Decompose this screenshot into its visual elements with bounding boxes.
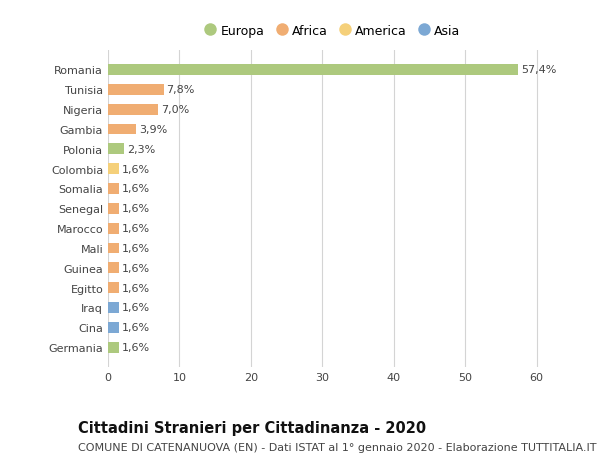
Bar <box>108 105 158 115</box>
Text: 1,6%: 1,6% <box>122 263 151 273</box>
Bar <box>108 342 119 353</box>
Legend: Europa, Africa, America, Asia: Europa, Africa, America, Asia <box>205 25 461 38</box>
Bar <box>108 322 119 333</box>
Bar <box>108 263 119 274</box>
Text: COMUNE DI CATENANUOVA (EN) - Dati ISTAT al 1° gennaio 2020 - Elaborazione TUTTIT: COMUNE DI CATENANUOVA (EN) - Dati ISTAT … <box>78 442 596 452</box>
Text: 1,6%: 1,6% <box>122 303 151 313</box>
Bar <box>108 243 119 254</box>
Text: 1,6%: 1,6% <box>122 204 151 214</box>
Text: 1,6%: 1,6% <box>122 164 151 174</box>
Text: 7,0%: 7,0% <box>161 105 189 115</box>
Text: 3,9%: 3,9% <box>139 125 167 134</box>
Bar <box>108 84 164 95</box>
Text: 1,6%: 1,6% <box>122 283 151 293</box>
Text: 1,6%: 1,6% <box>122 342 151 353</box>
Text: 1,6%: 1,6% <box>122 243 151 253</box>
Bar <box>108 65 518 76</box>
Text: 1,6%: 1,6% <box>122 323 151 333</box>
Text: 7,8%: 7,8% <box>167 85 195 95</box>
Bar <box>108 302 119 313</box>
Text: 1,6%: 1,6% <box>122 184 151 194</box>
Bar <box>108 124 136 135</box>
Bar <box>108 223 119 234</box>
Bar <box>108 184 119 195</box>
Text: 1,6%: 1,6% <box>122 224 151 234</box>
Text: 57,4%: 57,4% <box>521 65 556 75</box>
Bar <box>108 283 119 293</box>
Text: Cittadini Stranieri per Cittadinanza - 2020: Cittadini Stranieri per Cittadinanza - 2… <box>78 420 426 435</box>
Bar <box>108 144 124 155</box>
Bar <box>108 164 119 175</box>
Text: 2,3%: 2,3% <box>127 145 155 155</box>
Bar <box>108 203 119 214</box>
